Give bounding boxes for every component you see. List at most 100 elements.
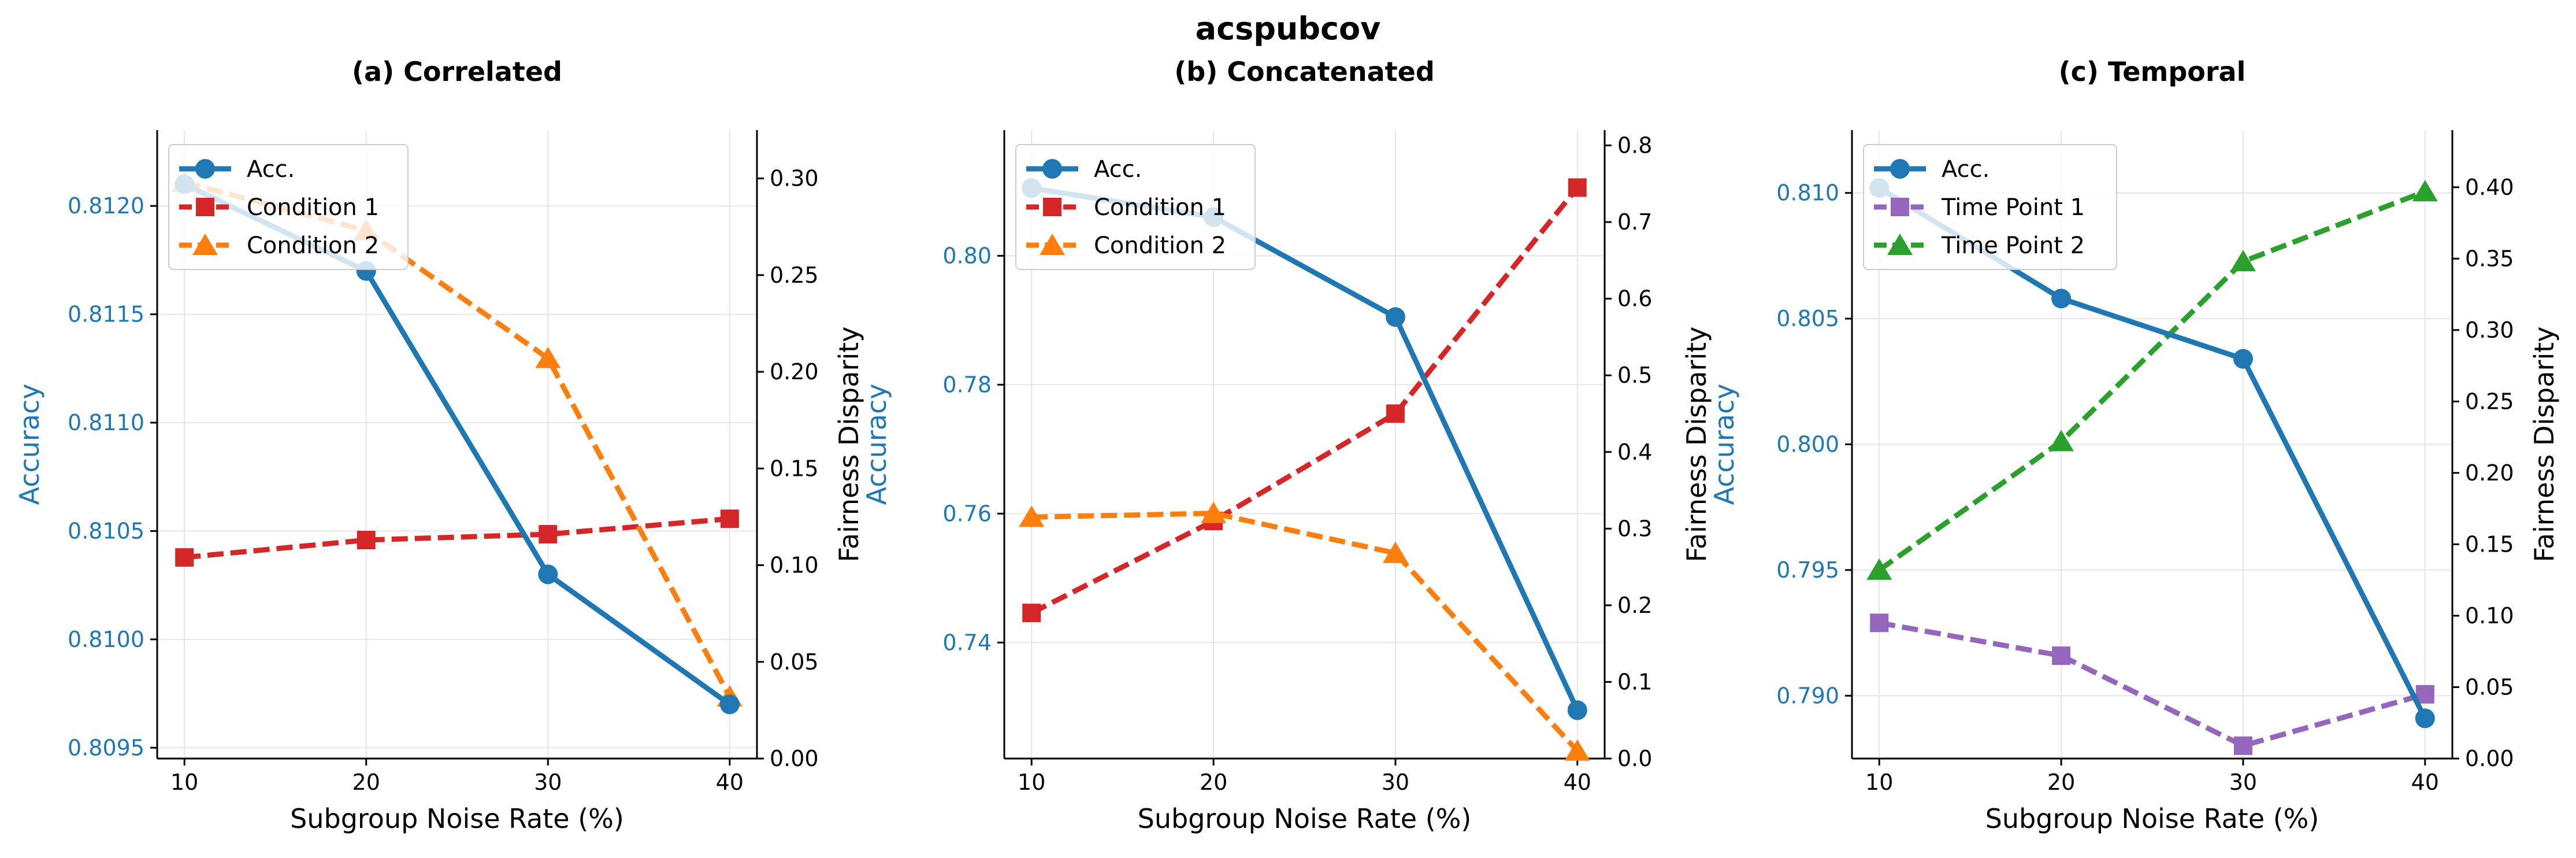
legend-marker	[1891, 198, 1909, 216]
legend-label: Acc.	[247, 156, 295, 183]
data-point	[2052, 646, 2071, 665]
legend-marker	[192, 234, 218, 255]
y-right-tick-label: 0.6	[1617, 286, 1652, 312]
legend-marker	[1890, 159, 1910, 179]
x-tick-label: 20	[1200, 770, 1227, 795]
y-right-tick-label: 0.30	[2465, 317, 2514, 343]
y-right-tick-label: 0.00	[2465, 746, 2514, 771]
y-right-tick-label: 0.05	[2465, 674, 2514, 700]
x-tick-label: 10	[1865, 770, 1893, 795]
y-left-tick-label: 0.790	[1776, 683, 1839, 708]
data-point	[2230, 250, 2256, 272]
panels-group: 10 20 30 40 0.8095 0.8100 0.8105 0.8110 0.8115 0.…	[14, 56, 2560, 834]
y-left-tick-label: 0.8105	[68, 518, 144, 543]
y-right-tick-label: 0.3	[1617, 516, 1652, 541]
legend-box	[168, 144, 409, 270]
panel-title: (b) Concatenated	[1174, 56, 1435, 87]
legend: Acc. Condition 1 Condition 2	[1015, 144, 1256, 270]
legend-marker	[1887, 234, 1913, 255]
y-right-tick-label: 0.15	[770, 456, 819, 481]
y-right-tick-label: 0.40	[2465, 175, 2514, 200]
data-point	[535, 346, 561, 368]
series-line	[1879, 620, 2426, 749]
x-tick-label: 40	[1564, 770, 1591, 795]
x-tick-label: 40	[716, 770, 744, 795]
y-left-tick-label: 0.8110	[68, 410, 144, 435]
figure-suptitle: acspubcov	[1196, 10, 1381, 47]
series-time-point-2	[1866, 180, 2438, 580]
legend-marker	[1043, 198, 1061, 216]
y-left-tick-label: 0.800	[1776, 432, 1839, 457]
y-right-tick-label: 0.20	[2465, 460, 2514, 486]
panel-title: (a) Correlated	[352, 56, 562, 87]
y-left-tick-label: 0.795	[1776, 557, 1839, 583]
y-left-tick-label: 0.8115	[68, 302, 144, 327]
x-axis-label: Subgroup Noise Rate (%)	[290, 803, 624, 834]
data-point	[720, 509, 739, 528]
series-time-point-1	[1870, 613, 2434, 755]
legend-marker	[195, 159, 215, 179]
legend-marker	[1042, 159, 1062, 179]
y-left-tick-label: 0.810	[1776, 180, 1839, 206]
y-right-tick-label: 0.2	[1617, 593, 1652, 618]
legend-box	[1863, 144, 2117, 270]
y-right-tick-label: 0.8	[1617, 133, 1652, 158]
data-point	[1866, 558, 1892, 580]
data-point	[539, 525, 558, 544]
data-point	[1567, 700, 1587, 720]
x-tick-label: 30	[1382, 770, 1409, 795]
y-right-tick-label: 0.05	[770, 649, 819, 675]
y-right-tick-label: 0.10	[2465, 603, 2514, 628]
data-point	[719, 694, 740, 715]
x-axis-label: Subgroup Noise Rate (%)	[1138, 803, 1472, 834]
y-left-tick-label: 0.805	[1776, 306, 1839, 331]
y-left-tick-label: 0.8095	[68, 735, 144, 760]
y-left-tick-label: 0.8120	[68, 193, 144, 219]
x-tick-label: 20	[2047, 770, 2075, 795]
panel-title: (c) Temporal	[2059, 56, 2246, 87]
y-left-tick-label: 0.74	[942, 630, 992, 655]
legend-label: Time Point 2	[1941, 232, 2085, 259]
series-condition-1	[175, 509, 739, 567]
data-point	[175, 548, 194, 567]
y-right-tick-label: 0.15	[2465, 531, 2514, 557]
data-point	[2412, 180, 2438, 202]
y-right-axis-label: Fairness Disparity	[2529, 327, 2560, 563]
legend-marker	[1040, 234, 1065, 255]
y-right-tick-label: 0.4	[1617, 439, 1652, 465]
chart-panel-1: 10 20 30 40 0.8095 0.8100 0.8105 0.8110 0.8115 0.…	[14, 56, 864, 834]
data-point	[1870, 613, 1889, 633]
data-point	[1382, 541, 1408, 563]
data-point	[538, 564, 558, 585]
x-tick-label: 40	[2411, 770, 2439, 795]
data-point	[357, 531, 376, 550]
y-right-tick-label: 0.0	[1617, 746, 1652, 771]
y-right-tick-label: 0.5	[1617, 363, 1652, 388]
x-tick-label: 20	[352, 770, 380, 795]
chart-panel-3: 10 20 30 40 0.790 0.795 0.800 0.805 0.810 0.00 0.0…	[1709, 56, 2560, 834]
data-point	[1386, 404, 1405, 423]
y-right-tick-label: 0.1	[1617, 669, 1652, 694]
legend-box	[1015, 144, 1256, 270]
y-left-tick-label: 0.78	[942, 372, 992, 397]
y-right-axis-label: Fairness Disparity	[833, 327, 864, 563]
data-point	[1568, 178, 1587, 197]
data-point	[1385, 307, 1405, 327]
y-right-tick-label: 0.35	[2465, 246, 2514, 271]
x-axis-label: Subgroup Noise Rate (%)	[1985, 803, 2319, 834]
x-tick-label: 30	[2229, 770, 2257, 795]
legend-label: Condition 1	[1094, 194, 1226, 221]
y-right-tick-label: 0.25	[2465, 389, 2514, 414]
legend: Acc. Condition 1 Condition 2	[168, 144, 409, 270]
data-point	[2048, 430, 2074, 452]
y-left-axis-label: Accuracy	[1709, 383, 1740, 505]
x-tick-label: 10	[170, 770, 198, 795]
data-point	[2233, 736, 2252, 755]
y-right-tick-label: 0.7	[1617, 209, 1652, 235]
data-point	[2051, 289, 2072, 309]
y-left-tick-label: 0.80	[942, 243, 992, 268]
y-left-tick-label: 0.8100	[68, 627, 144, 652]
